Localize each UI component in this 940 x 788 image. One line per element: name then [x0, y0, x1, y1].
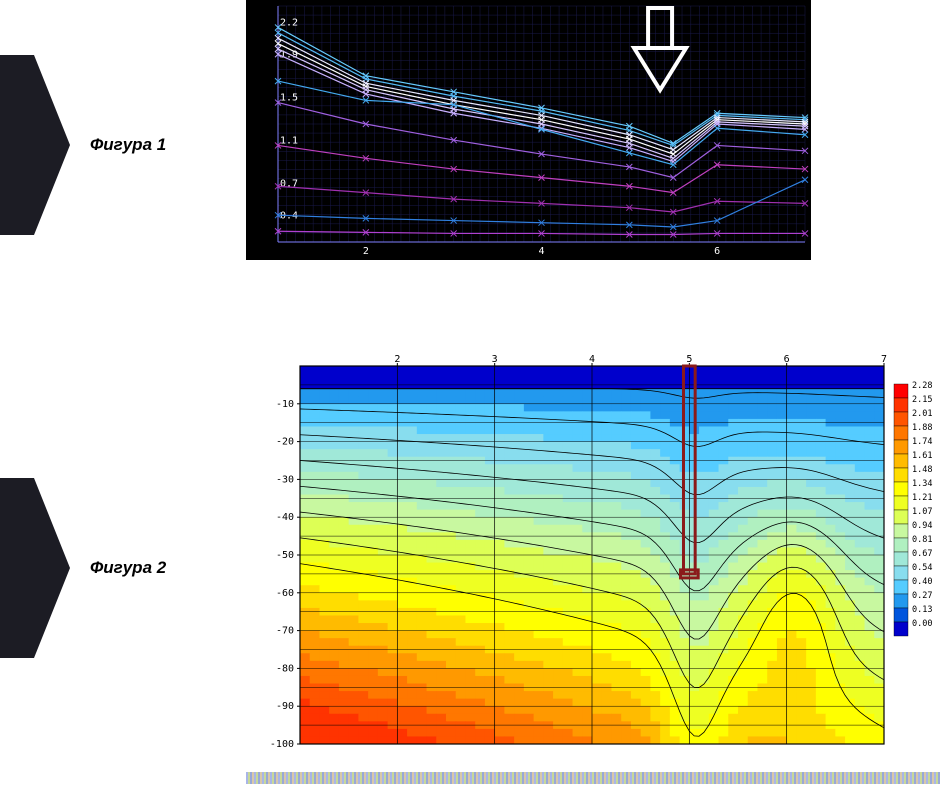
svg-text:2.28: 2.28: [912, 381, 932, 391]
svg-text:1.21: 1.21: [912, 493, 932, 503]
svg-text:0.27: 0.27: [912, 591, 932, 601]
svg-text:-40: -40: [276, 512, 294, 523]
figure-2-label-container: Фигура 2: [0, 478, 166, 658]
svg-text:-30: -30: [276, 474, 294, 485]
arrow-decoration: [0, 478, 70, 658]
svg-text:2: 2: [363, 246, 369, 257]
svg-text:2.2: 2.2: [280, 17, 298, 28]
svg-text:0.67: 0.67: [912, 549, 932, 559]
svg-text:1.74: 1.74: [912, 437, 932, 447]
svg-text:1.34: 1.34: [912, 479, 932, 489]
svg-text:1.1: 1.1: [280, 135, 298, 146]
heatmap-svg: 234567-10-20-30-40-50-60-70-80-90-1002.2…: [246, 350, 940, 750]
svg-text:1.07: 1.07: [912, 507, 932, 517]
svg-text:0.94: 0.94: [912, 521, 932, 531]
svg-text:0.81: 0.81: [912, 535, 932, 545]
svg-text:2.15: 2.15: [912, 395, 932, 405]
svg-text:0.13: 0.13: [912, 605, 932, 615]
svg-text:1.61: 1.61: [912, 451, 932, 461]
svg-text:4: 4: [538, 246, 544, 257]
svg-text:-50: -50: [276, 550, 294, 561]
svg-text:0.40: 0.40: [912, 577, 932, 587]
svg-text:1.5: 1.5: [280, 93, 298, 104]
figure-1-chart: 0.40.71.11.51.92.2246: [246, 0, 811, 260]
svg-text:-10: -10: [276, 399, 294, 410]
svg-text:-90: -90: [276, 701, 294, 712]
figure-2-label: Фигура 2: [90, 558, 166, 578]
svg-text:-60: -60: [276, 588, 294, 599]
svg-text:-100: -100: [270, 739, 294, 750]
figure-1-label-container: Фигура 1: [0, 55, 166, 235]
noise-pattern-bar: [246, 772, 940, 784]
svg-text:2.01: 2.01: [912, 409, 932, 419]
svg-text:-80: -80: [276, 663, 294, 674]
figure-2-chart: 234567-10-20-30-40-50-60-70-80-90-1002.2…: [246, 350, 940, 750]
svg-text:6: 6: [714, 246, 720, 257]
figure-1-label: Фигура 1: [90, 135, 166, 155]
svg-text:-70: -70: [276, 626, 294, 637]
arrow-decoration: [0, 55, 70, 235]
svg-text:-20: -20: [276, 437, 294, 448]
svg-text:0.00: 0.00: [912, 619, 932, 629]
svg-text:1.48: 1.48: [912, 465, 932, 475]
line-chart-svg: 0.40.71.11.51.92.2246: [246, 0, 811, 260]
svg-text:0.54: 0.54: [912, 563, 932, 573]
svg-text:1.88: 1.88: [912, 423, 932, 433]
